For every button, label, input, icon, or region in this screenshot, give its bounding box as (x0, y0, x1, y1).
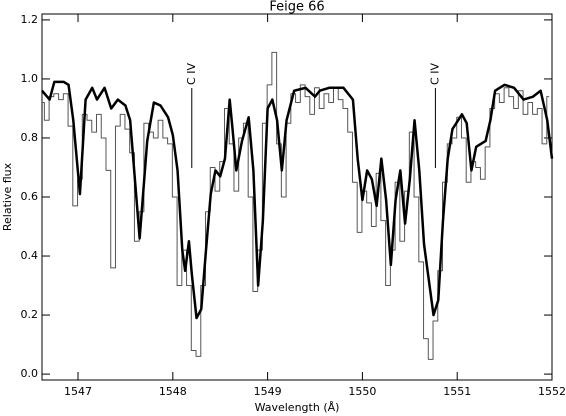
spectrum-line (42, 51, 550, 360)
x-tick-label: 1548 (159, 385, 187, 398)
y-tick-label: 1.0 (21, 72, 39, 85)
spectrum-line (41, 80, 554, 320)
annotation-label: C IV (428, 63, 441, 85)
x-tick-label: 1552 (538, 385, 566, 398)
y-axis-label: Relative flux (1, 162, 14, 231)
annotation-label: C IV (185, 63, 198, 85)
y-tick-label: 1.2 (21, 13, 39, 26)
x-axis-label: Wavelength (Å) (255, 401, 340, 414)
y-tick-label: 0.0 (21, 367, 39, 380)
y-tick-label: 0.8 (21, 131, 39, 144)
y-tick-label: 0.4 (21, 249, 39, 262)
plot-frame (41, 13, 553, 381)
chart-title: Feige 66 (269, 0, 324, 15)
x-tick-label: 1549 (254, 385, 282, 398)
x-tick-label: 1547 (64, 385, 92, 398)
x-tick-label: 1550 (348, 385, 376, 398)
y-tick-label: 0.6 (21, 190, 39, 203)
x-tick-label: 1551 (443, 385, 471, 398)
y-tick-label: 0.2 (21, 308, 39, 321)
